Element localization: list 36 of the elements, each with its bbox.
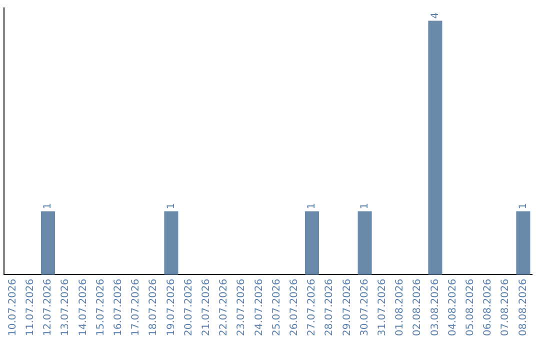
data-label: 1 <box>166 202 177 210</box>
x-tick-label: 11.07.2026 <box>24 278 36 336</box>
x-tick-label: 13.07.2026 <box>60 278 72 336</box>
x-tick-label: 04.08.2026 <box>447 278 458 336</box>
x-tick-label: 02.08.2026 <box>412 278 424 336</box>
x-tick-label: 03.08.2026 <box>430 278 441 336</box>
x-tick-label: 28.07.2026 <box>324 278 336 336</box>
x-tick-label: 17.07.2026 <box>130 278 142 336</box>
x-tick-label: 14.07.2026 <box>78 278 89 336</box>
x-tick-label: 27.07.2026 <box>306 278 318 336</box>
x-tick-label: 24.07.2026 <box>254 278 265 336</box>
x-tick-label: 26.07.2026 <box>288 278 300 336</box>
x-tick-label: 15.07.2026 <box>95 278 106 336</box>
x-tick-label: 21.07.2026 <box>200 278 212 336</box>
x-tick-label: 08.08.2026 <box>518 278 529 336</box>
x-tick-label: 06.08.2026 <box>482 278 494 336</box>
x-tick-label: 30.07.2026 <box>359 278 370 336</box>
data-label: 1 <box>306 202 318 210</box>
x-tick-label: 10.07.2026 <box>7 278 18 336</box>
x-tick-label: 12.07.2026 <box>42 278 54 336</box>
x-tick-label: 05.08.2026 <box>464 278 476 336</box>
data-label: 4 <box>430 12 441 19</box>
x-tick-label: 25.07.2026 <box>271 278 282 336</box>
data-label: 1 <box>42 202 54 210</box>
x-tick-label: 29.07.2026 <box>342 278 353 336</box>
x-tick-label: 31.07.2026 <box>376 278 388 336</box>
x-tick-label: 16.07.2026 <box>112 278 124 336</box>
x-tick-label: 19.07.2026 <box>166 278 177 336</box>
x-tick-label: 18.07.2026 <box>148 278 160 336</box>
x-tick-label: 07.08.2026 <box>500 278 512 336</box>
x-tick-label: 20.07.2026 <box>183 278 194 336</box>
x-tick-label: 22.07.2026 <box>218 278 230 336</box>
data-label: 1 <box>359 202 370 210</box>
x-tick-label: 23.07.2026 <box>236 278 248 336</box>
data-label: 1 <box>518 202 529 210</box>
x-tick-label: 01.08.2026 <box>394 278 406 336</box>
